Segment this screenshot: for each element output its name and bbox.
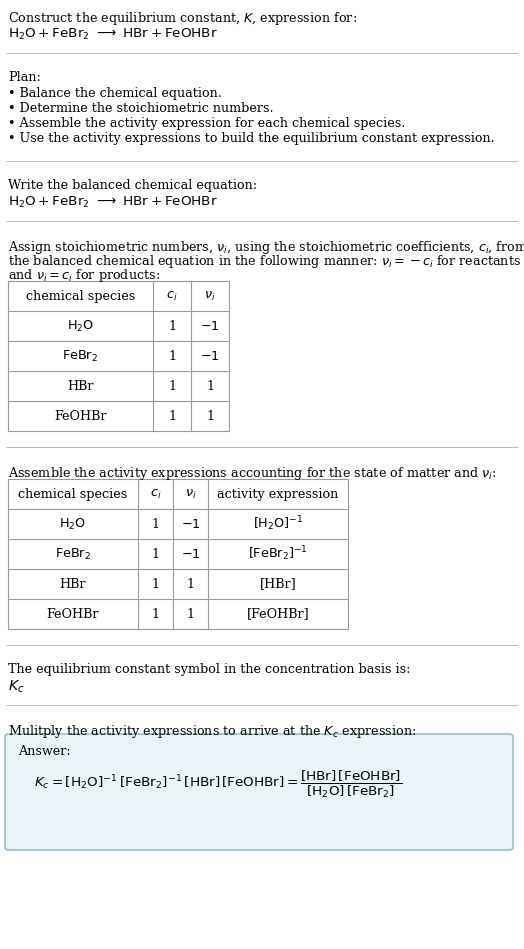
Text: • Balance the chemical equation.: • Balance the chemical equation. [8,87,222,100]
Text: $-1$: $-1$ [181,548,200,561]
Text: the balanced chemical equation in the following manner: $\nu_i = -c_i$ for react: the balanced chemical equation in the fo… [8,253,521,270]
Text: FeOHBr: FeOHBr [47,607,99,621]
Text: $-1$: $-1$ [181,517,200,530]
Text: 1: 1 [151,517,159,530]
Text: FeOHBr: FeOHBr [54,410,107,422]
Text: [HBr]: [HBr] [259,578,297,590]
Text: [FeOHBr]: [FeOHBr] [247,607,309,621]
Bar [8,281,229,431]
Text: chemical species: chemical species [26,289,135,303]
Text: 1: 1 [168,349,176,363]
Text: The equilibrium constant symbol in the concentration basis is:: The equilibrium constant symbol in the c… [8,663,410,676]
Text: 1: 1 [151,578,159,590]
Text: 1: 1 [168,320,176,332]
Text: Assign stoichiometric numbers, $\nu_i$, using the stoichiometric coefficients, $: Assign stoichiometric numbers, $\nu_i$, … [8,239,524,256]
Text: • Assemble the activity expression for each chemical species.: • Assemble the activity expression for e… [8,117,406,130]
Text: Assemble the activity expressions accounting for the state of matter and $\nu_i$: Assemble the activity expressions accoun… [8,465,497,482]
Text: activity expression: activity expression [217,488,339,500]
Text: $\mathrm{H_2O + FeBr_2\ \longrightarrow\ HBr + FeOHBr}$: $\mathrm{H_2O + FeBr_2\ \longrightarrow\… [8,195,218,210]
Text: $\mathrm{FeBr_2}$: $\mathrm{FeBr_2}$ [62,348,99,363]
Text: $\mathrm{H_2O + FeBr_2\ \longrightarrow\ HBr + FeOHBr}$: $\mathrm{H_2O + FeBr_2\ \longrightarrow\… [8,27,218,42]
Text: $K_c$: $K_c$ [8,679,25,696]
Text: and $\nu_i = c_i$ for products:: and $\nu_i = c_i$ for products: [8,267,160,284]
Text: 1: 1 [151,548,159,561]
Text: 1: 1 [151,607,159,621]
Text: $K_c = [\mathrm{H_2O}]^{-1}\,[\mathrm{FeBr_2}]^{-1}\,[\mathrm{HBr}]\,[\mathrm{Fe: $K_c = [\mathrm{H_2O}]^{-1}\,[\mathrm{Fe… [34,769,402,800]
Text: $\nu_i$: $\nu_i$ [204,289,216,303]
Bar [8,479,348,629]
Text: 1: 1 [187,607,194,621]
Text: • Determine the stoichiometric numbers.: • Determine the stoichiometric numbers. [8,102,274,115]
Text: $\mathrm{H_2O}$: $\mathrm{H_2O}$ [67,319,94,333]
Text: Construct the equilibrium constant, $K$, expression for:: Construct the equilibrium constant, $K$,… [8,10,357,27]
Text: $c_i$: $c_i$ [166,289,178,303]
Text: 1: 1 [168,410,176,422]
Text: Write the balanced chemical equation:: Write the balanced chemical equation: [8,179,257,192]
Text: chemical species: chemical species [18,488,128,500]
Text: Mulitply the activity expressions to arrive at the $K_c$ expression:: Mulitply the activity expressions to arr… [8,723,416,740]
FancyBboxPatch shape [5,734,513,850]
Text: $-1$: $-1$ [200,320,220,332]
Text: $c_i$: $c_i$ [150,488,161,500]
Text: $\mathrm{H_2O}$: $\mathrm{H_2O}$ [59,516,86,531]
Text: $[\mathrm{FeBr_2}]^{-1}$: $[\mathrm{FeBr_2}]^{-1}$ [248,545,308,564]
Text: HBr: HBr [67,380,94,393]
Text: 1: 1 [168,380,176,393]
Text: $-1$: $-1$ [200,349,220,363]
Text: Plan:: Plan: [8,71,41,84]
Text: HBr: HBr [60,578,86,590]
Text: $\mathrm{FeBr_2}$: $\mathrm{FeBr_2}$ [55,547,91,562]
Text: 1: 1 [206,410,214,422]
Text: $[\mathrm{H_2O}]^{-1}$: $[\mathrm{H_2O}]^{-1}$ [253,514,303,533]
Text: Answer:: Answer: [18,745,71,758]
Text: 1: 1 [206,380,214,393]
Text: 1: 1 [187,578,194,590]
Text: $\nu_i$: $\nu_i$ [185,488,196,500]
Text: • Use the activity expressions to build the equilibrium constant expression.: • Use the activity expressions to build … [8,132,495,145]
